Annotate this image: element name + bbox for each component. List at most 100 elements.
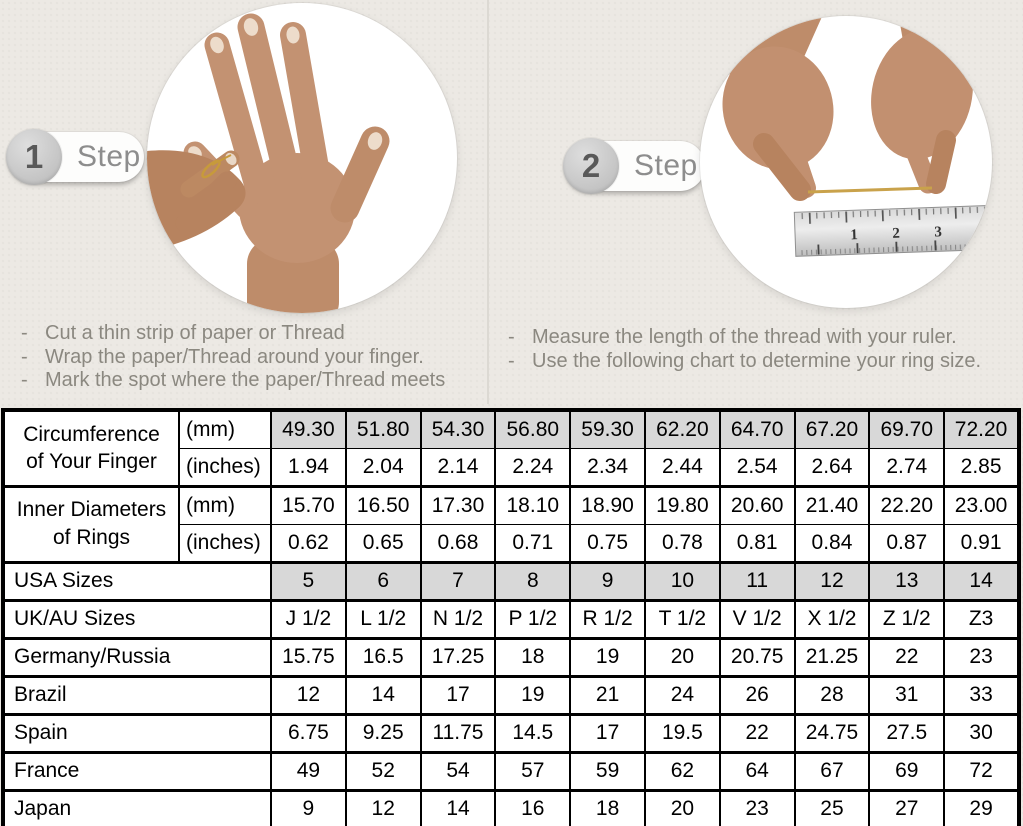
step2-number: 2 (581, 147, 601, 184)
table-row: UK/AU Sizes J 1/2 L 1/2 N 1/2 P 1/2 R 1/… (2, 598, 1020, 640)
table-cell: 54 (419, 750, 497, 792)
instruction-item: Mark the spot where the paper/Thread mee… (18, 369, 445, 393)
table-cell: 11 (718, 560, 796, 602)
table-cell: 22 (868, 636, 946, 678)
table-cell: 12 (793, 560, 871, 602)
step1-hand-photo (147, 3, 457, 313)
row-label-france: France (2, 750, 272, 792)
step2-number-circle: 2 (563, 138, 619, 194)
left-thumb (753, 133, 811, 201)
table-row: Inner Diameters of Rings (mm) 15.70 16.5… (2, 484, 1020, 564)
row-label-japan: Japan (2, 788, 272, 826)
row-label-usa-sizes: USA Sizes (2, 560, 272, 602)
thumb (330, 126, 390, 223)
table-cell: 49.30 (270, 408, 347, 449)
table-row: Circumference of Your Finger (mm) 49.30 … (2, 408, 1020, 488)
table-cell: 64.70 (718, 408, 796, 449)
table-cell: N 1/2 (419, 598, 497, 640)
table-cell: 62.20 (643, 408, 721, 449)
table-cell: 19.5 (643, 712, 721, 754)
step2-instructions: Measure the length of the thread with yo… (505, 326, 981, 373)
table-cell: 72 (943, 750, 1020, 792)
table-cell: 18.90 (569, 484, 646, 525)
table-cell: 12 (344, 788, 422, 826)
table-cell: 56.80 (494, 408, 572, 449)
table-cell: 6.75 (270, 712, 347, 754)
table-cell: 30 (943, 712, 1020, 754)
step1-label: Step (77, 140, 141, 173)
ruler: 1 2 3 (793, 204, 992, 257)
table-cell: 0.62 (270, 523, 347, 564)
table-cell: P 1/2 (494, 598, 572, 640)
table-cell: 7 (419, 560, 497, 602)
step1-number: 1 (24, 138, 44, 175)
table-cell: 2.04 (344, 447, 422, 488)
ring-size-table: Circumference of Your Finger (mm) 49.30 … (1, 408, 1021, 826)
table-cell: V 1/2 (718, 598, 796, 640)
table-cell: 67 (793, 750, 871, 792)
hand-with-thread-illustration (147, 13, 390, 313)
group-label-line: Inner Diameters (16, 498, 167, 522)
table-cell: 5 (270, 560, 347, 602)
instruction-item: Cut a thin strip of paper or Thread (18, 322, 445, 346)
step1-instructions: Cut a thin strip of paper or Thread Wrap… (18, 322, 445, 393)
table-cell: 2.14 (419, 447, 497, 488)
group-label-line: of Your Finger (26, 450, 157, 474)
instruction-item: Use the following chart to determine you… (505, 350, 981, 374)
table-cell: 14 (419, 788, 497, 826)
table-cell: 14 (943, 560, 1020, 602)
table-cell: 19 (569, 636, 646, 678)
step2-label: Step (634, 149, 698, 182)
table-cell: Z3 (943, 598, 1020, 640)
table-row: Germany/Russia 15.75 16.5 17.25 18 19 20… (2, 636, 1020, 678)
table-cell: 29 (943, 788, 1020, 826)
table-cell: J 1/2 (270, 598, 347, 640)
table-cell: 20 (643, 788, 721, 826)
table-cell: 14.5 (494, 712, 572, 754)
table-cell: 9 (270, 788, 347, 826)
left-hand (722, 46, 834, 170)
table-cell: 0.71 (494, 523, 572, 564)
table-cell: 21.25 (793, 636, 871, 678)
instruction-item: Wrap the paper/Thread around your finger… (18, 346, 445, 370)
table-cell: 69 (868, 750, 946, 792)
table-cell: 20 (643, 636, 721, 678)
unit-label: (mm) (178, 484, 272, 525)
table-cell: 22 (718, 712, 796, 754)
table-cell: 17.30 (419, 484, 497, 525)
table-cell: 69.70 (868, 408, 946, 449)
table-row: USA Sizes 5 6 7 8 9 10 11 12 13 14 (2, 560, 1020, 602)
unit-label: (mm) (178, 408, 272, 449)
table-cell: 57 (494, 750, 572, 792)
table-cell: 0.65 (344, 523, 422, 564)
ruler-number: 3 (934, 224, 942, 240)
table-cell: 31 (868, 674, 946, 716)
table-cell: 49 (270, 750, 347, 792)
table-cell: 2.85 (943, 447, 1020, 488)
table-cell: 0.81 (718, 523, 796, 564)
table-cell: 1.94 (270, 447, 347, 488)
row-label-inner-diameters: Inner Diameters of Rings (2, 484, 180, 564)
table-cell: 23 (943, 636, 1020, 678)
table-cell: R 1/2 (569, 598, 646, 640)
group-label-line: Circumference (23, 422, 160, 446)
table-cell: 52 (344, 750, 422, 792)
table-cell: 16.50 (344, 484, 422, 525)
thread-ring (201, 159, 221, 179)
table-cell: 23.00 (943, 484, 1020, 525)
table-cell: 25 (793, 788, 871, 826)
table-cell: 0.91 (943, 523, 1020, 564)
table-cell: 21.40 (793, 484, 871, 525)
table-cell: 10 (643, 560, 721, 602)
right-index-finger (902, 134, 938, 194)
right-thumb (926, 130, 956, 194)
table-cell: 67.20 (793, 408, 871, 449)
table-cell: 21 (569, 674, 646, 716)
table-cell: 0.75 (569, 523, 646, 564)
table-cell: 16.5 (344, 636, 422, 678)
table-cell: 0.68 (419, 523, 497, 564)
step2-badge: 2 Step (563, 138, 705, 194)
table-cell: 20.60 (718, 484, 796, 525)
table-cell: 26 (718, 674, 796, 716)
unit-label: (inches) (178, 447, 272, 488)
